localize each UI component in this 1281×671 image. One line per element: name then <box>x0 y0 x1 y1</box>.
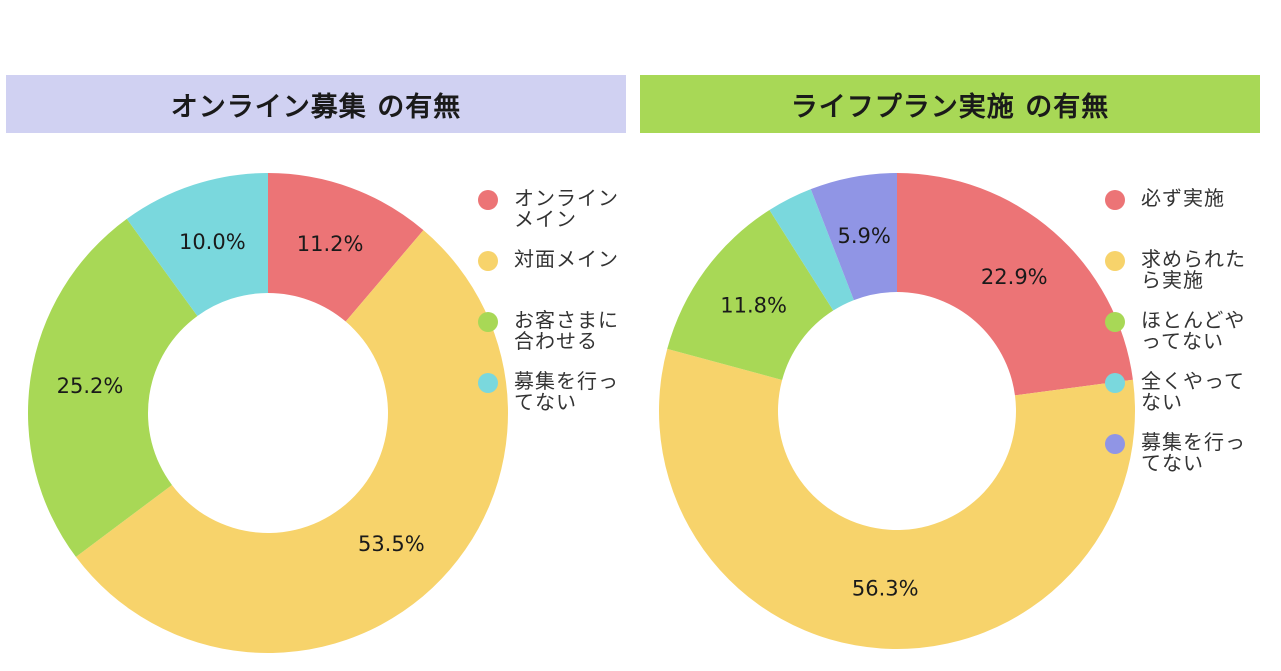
legend: 必ず実施 求められたら実施 ほとんどやってない 全くやってない 募集を行ってない <box>1105 188 1256 493</box>
slice-value-label: 25.2% <box>57 374 124 398</box>
legend-label: 募集を行ってない <box>1141 430 1246 475</box>
legend-color-dot <box>478 190 498 210</box>
legend-color-dot <box>478 251 498 271</box>
legend-label: 募集を行ってない <box>514 369 619 414</box>
legend-label: お客さまに合わせる <box>514 308 619 353</box>
legend-label: ほとんどやってない <box>1141 308 1246 353</box>
legend-label: 必ず実施 <box>1141 186 1225 210</box>
slice-value-label: 53.5% <box>358 532 425 556</box>
slice-value-label: 22.9% <box>981 265 1048 289</box>
donut-slice <box>659 348 1135 649</box>
chart-panel-online-recruitment: オンライン募集 の有無 11.2% 53.5% 25.2% 10.0% オンラインメイ… <box>0 0 640 671</box>
legend-item: 募集を行ってない <box>478 371 629 432</box>
donut-chart: 22.9% 56.3% 11.8% 5.9% <box>659 173 1135 649</box>
legend-item: 全くやってない <box>1105 371 1256 432</box>
legend-item: 求められたら実施 <box>1105 249 1256 310</box>
donut-slice <box>126 173 268 316</box>
legend-label: 全くやってない <box>1141 369 1245 414</box>
legend-color-dot <box>1105 373 1125 393</box>
donut-slice <box>27 218 198 557</box>
slice-value-label: 10.0% <box>179 230 246 254</box>
legend-color-dot <box>478 373 498 393</box>
donut-slice <box>268 173 424 322</box>
legend-label: オンラインメイン <box>514 186 619 231</box>
chart-title: オンライン募集 の有無 <box>6 75 626 133</box>
donut-slice <box>897 173 1133 396</box>
slice-value-label: 11.2% <box>297 232 364 256</box>
legend: オンラインメイン 対面メイン お客さまに合わせる 募集を行ってない <box>478 188 629 432</box>
donut-slice <box>75 230 508 653</box>
legend-color-dot <box>1105 190 1125 210</box>
donut-slice <box>769 189 854 311</box>
legend-item: 必ず実施 <box>1105 188 1256 249</box>
slice-value-label: 5.9% <box>838 224 891 248</box>
donut-chart: 11.2% 53.5% 25.2% 10.0% <box>27 173 508 653</box>
legend-label: 対面メイン <box>514 247 619 271</box>
legend-item: ほとんどやってない <box>1105 310 1256 371</box>
donut-slice <box>667 210 834 380</box>
legend-color-dot <box>1105 312 1125 332</box>
donut-slice <box>810 173 897 301</box>
chart-panel-life-plan: ライフプラン実施 の有無 22.9% 56.3% 11.8% 5.9% 必ず実施 求め… <box>640 0 1280 671</box>
legend-item: オンラインメイン <box>478 188 629 249</box>
chart-title: ライフプラン実施 の有無 <box>640 75 1260 133</box>
slice-value-label: 56.3% <box>852 577 919 601</box>
legend-item: 募集を行ってない <box>1105 432 1256 493</box>
legend-color-dot <box>1105 251 1125 271</box>
legend-color-dot <box>1105 434 1125 454</box>
legend-item: お客さまに合わせる <box>478 310 629 371</box>
slice-value-label: 11.8% <box>720 293 787 317</box>
legend-label: 求められたら実施 <box>1141 247 1246 292</box>
legend-item: 対面メイン <box>478 249 629 310</box>
legend-color-dot <box>478 312 498 332</box>
